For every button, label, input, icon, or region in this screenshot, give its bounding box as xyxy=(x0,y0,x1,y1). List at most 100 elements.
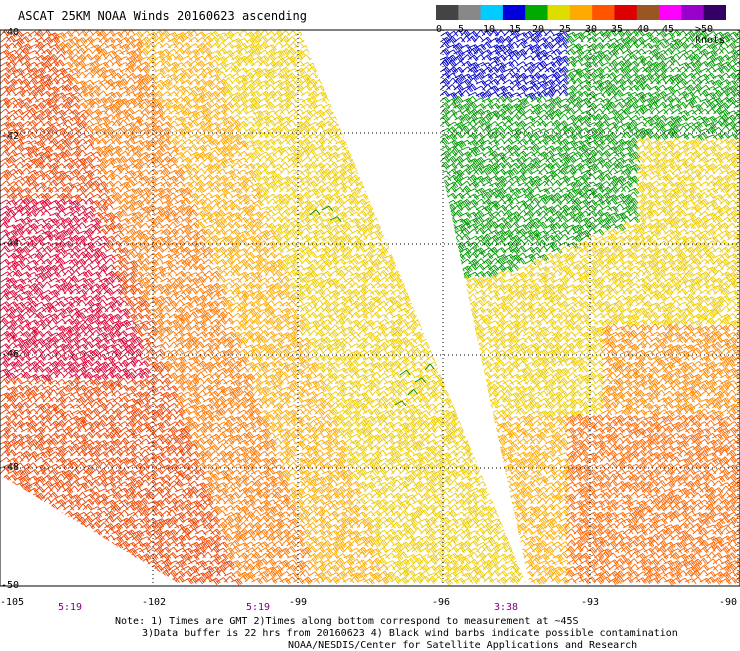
wind-barb xyxy=(370,78,382,85)
wind-barb xyxy=(230,65,241,74)
wind-barb xyxy=(321,78,333,87)
wind-barb xyxy=(153,145,166,153)
wind-barb xyxy=(153,125,164,134)
wind-barb xyxy=(250,96,262,105)
wind-barb xyxy=(216,90,227,98)
wind-barb xyxy=(356,407,367,415)
wind-barb xyxy=(0,305,10,313)
wind-barb xyxy=(412,156,423,163)
wind-barb xyxy=(104,138,116,145)
wind-barb xyxy=(49,77,60,85)
wind-barb xyxy=(335,85,348,93)
wind-barb xyxy=(119,174,131,182)
wind-barb xyxy=(447,367,459,373)
wind-barb xyxy=(348,60,360,67)
wind-barb xyxy=(224,241,236,248)
wind-barb xyxy=(104,107,114,115)
wind-barb xyxy=(356,128,369,135)
wind-barb xyxy=(167,66,179,75)
wind-barb xyxy=(70,137,81,146)
wind-barb xyxy=(69,127,81,134)
wind-barb xyxy=(223,191,234,199)
wind-barb xyxy=(370,133,383,141)
wind-barb xyxy=(68,109,81,117)
wind-barb xyxy=(83,108,94,117)
wind-barb xyxy=(125,392,138,398)
wind-barb xyxy=(322,54,334,62)
wind-barb xyxy=(104,162,116,169)
wind-barb xyxy=(111,72,123,80)
wind-barb xyxy=(475,385,487,394)
wind-barb xyxy=(364,60,376,69)
wind-barb xyxy=(384,143,396,151)
wind-barb xyxy=(398,68,411,74)
wind-barb xyxy=(77,230,90,237)
wind-barb xyxy=(328,37,341,44)
wind-barb xyxy=(370,35,381,43)
wind-barb xyxy=(41,60,53,69)
wind-barb xyxy=(223,175,236,182)
wind-barb xyxy=(181,150,192,157)
wind-barb xyxy=(357,120,368,127)
wind-barb xyxy=(139,84,151,93)
wind-barb xyxy=(154,60,165,67)
wind-barb xyxy=(482,401,493,409)
wind-barb xyxy=(349,137,360,145)
wind-barb xyxy=(138,360,150,368)
wind-barb xyxy=(355,169,368,176)
wind-barb xyxy=(433,402,445,409)
wind-barb xyxy=(426,299,437,307)
wind-barb xyxy=(201,114,213,123)
wind-barb xyxy=(294,132,306,139)
wind-barb xyxy=(475,397,487,405)
wind-barb xyxy=(145,115,158,123)
wind-barb xyxy=(413,78,424,87)
wind-barb xyxy=(223,125,234,134)
wind-barb xyxy=(154,344,167,350)
wind-barb xyxy=(369,44,382,50)
wind-barb xyxy=(84,299,95,309)
wind-barb xyxy=(364,181,377,189)
wind-barb xyxy=(378,73,391,81)
wind-barb xyxy=(306,96,318,103)
wind-barb xyxy=(84,36,95,45)
wind-barb xyxy=(376,79,389,87)
wind-barb xyxy=(376,330,388,338)
wind-barb xyxy=(392,36,403,43)
wind-barb xyxy=(441,253,454,262)
wind-barb xyxy=(392,107,403,116)
wind-barb xyxy=(188,192,200,201)
wind-barb xyxy=(55,389,66,398)
wind-barb xyxy=(411,263,422,271)
wind-barb xyxy=(279,103,291,110)
wind-barb xyxy=(203,180,215,189)
wind-barb xyxy=(76,162,88,170)
wind-barb xyxy=(34,174,46,181)
wind-barb xyxy=(426,79,438,85)
wind-barb xyxy=(34,84,46,93)
wind-barb xyxy=(462,389,473,397)
wind-barb xyxy=(28,204,40,213)
wind-barb xyxy=(6,270,18,277)
wind-barb xyxy=(188,272,201,278)
wind-barb xyxy=(433,79,445,86)
wind-barb xyxy=(76,132,88,139)
wind-barb xyxy=(391,121,403,130)
wind-barb xyxy=(384,72,396,80)
wind-barb xyxy=(62,42,73,51)
wind-barb xyxy=(68,67,81,75)
wind-barb xyxy=(48,360,60,369)
wind-barb xyxy=(308,55,320,62)
wind-barb xyxy=(252,56,265,63)
wind-barb xyxy=(21,194,34,202)
wind-barb xyxy=(90,251,101,260)
wind-barb xyxy=(447,361,459,368)
wind-barb xyxy=(440,277,452,285)
wind-barb xyxy=(264,101,276,111)
wind-barb xyxy=(420,282,432,289)
wind-barb xyxy=(70,121,83,128)
wind-barb xyxy=(12,121,25,130)
wind-barb xyxy=(412,275,423,283)
wind-barb xyxy=(103,126,116,135)
wind-barb xyxy=(48,264,60,273)
